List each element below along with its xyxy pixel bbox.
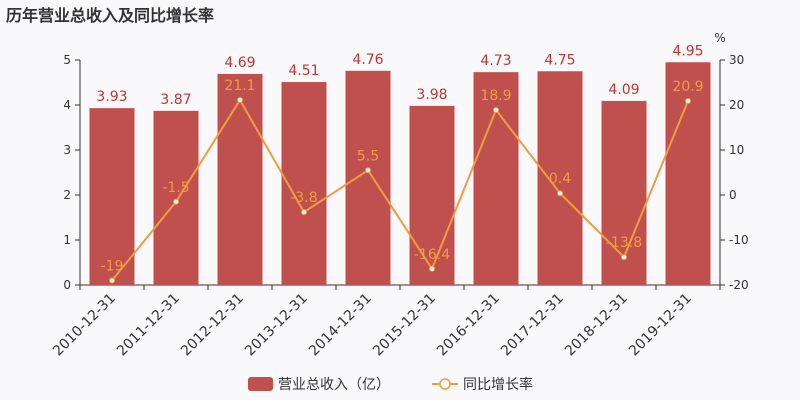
growth-point bbox=[685, 97, 691, 104]
legend-growth-label: 同比增长率 bbox=[463, 376, 533, 393]
growth-point bbox=[173, 198, 179, 205]
y-left-tick-label: 3 bbox=[63, 143, 71, 157]
x-tick-label: 2013-12-31 bbox=[242, 291, 311, 360]
legend-revenue-swatch[interactable] bbox=[248, 377, 273, 391]
growth-line-path bbox=[111, 98, 689, 282]
revenue-bar bbox=[537, 71, 583, 285]
growth-point-label: -1.5 bbox=[162, 180, 189, 196]
legend-revenue-label: 营业总收入（亿） bbox=[278, 377, 390, 393]
revenue-bar-label: 4.51 bbox=[288, 63, 319, 79]
growth-point bbox=[365, 167, 371, 174]
revenue-bar bbox=[89, 108, 135, 286]
growth-point-label: -16.4 bbox=[414, 247, 450, 263]
revenue-bar bbox=[665, 62, 711, 285]
revenue-bar-label: 4.73 bbox=[480, 53, 511, 69]
x-tick-label: 2014-12-31 bbox=[306, 291, 375, 360]
y-left-tick-label: 4 bbox=[63, 98, 71, 112]
y-left-tick-label: 1 bbox=[63, 233, 71, 247]
x-tick-label: 2019-12-31 bbox=[626, 291, 695, 360]
growth-point-label: -19 bbox=[101, 259, 124, 275]
bars bbox=[89, 62, 711, 286]
growth-point bbox=[301, 209, 307, 216]
growth-point bbox=[621, 254, 627, 261]
revenue-bar bbox=[345, 70, 391, 285]
y-right-tick-label: -20 bbox=[729, 278, 749, 292]
growth-point bbox=[237, 97, 243, 104]
revenue-bar-label: 3.87 bbox=[160, 92, 191, 108]
revenue-bar-label: 4.95 bbox=[672, 43, 703, 59]
y-right-tick-label: 20 bbox=[729, 98, 744, 112]
x-tick-label: 2017-12-31 bbox=[498, 291, 567, 360]
chart-title: 历年营业总收入及同比增长率 bbox=[6, 6, 214, 25]
growth-point-label: 21.1 bbox=[224, 78, 255, 94]
revenue-bar bbox=[281, 82, 327, 285]
revenue-bar bbox=[153, 110, 199, 285]
revenue-bar-label: 4.75 bbox=[544, 52, 575, 68]
growth-point-label: 0.4 bbox=[549, 171, 571, 187]
x-tick-label: 2011-12-31 bbox=[114, 291, 183, 360]
data-labels: 3.93 3.87 4.69 4.51 4.76 3.98 4.73 4.75 4.09 4.95… bbox=[96, 43, 703, 274]
revenue-bar-label: 4.69 bbox=[224, 55, 255, 71]
y-left-tick-label: 5 bbox=[63, 53, 71, 67]
revenue-bar-label: 4.76 bbox=[352, 52, 383, 68]
growth-point bbox=[493, 106, 499, 113]
x-tick-label: 2018-12-31 bbox=[562, 291, 631, 360]
y-right-tick-label: 30 bbox=[729, 53, 744, 67]
y-right-tick-label: 10 bbox=[729, 143, 744, 157]
x-tick-label: 2016-12-31 bbox=[434, 291, 503, 360]
growth-line bbox=[109, 97, 691, 284]
y-right-unit: % bbox=[714, 31, 725, 45]
growth-point bbox=[557, 190, 563, 197]
y-right-tick-label: -10 bbox=[729, 233, 749, 247]
y-right-tick-label: 0 bbox=[729, 188, 737, 202]
revenue-bar bbox=[409, 105, 455, 286]
growth-point-label: -3.8 bbox=[290, 190, 317, 206]
growth-point-label: 18.9 bbox=[480, 88, 511, 104]
growth-point bbox=[109, 277, 115, 284]
x-tick-label: 2010-12-31 bbox=[50, 291, 119, 360]
growth-point-label: -13.8 bbox=[606, 235, 642, 251]
x-tick-label: 2012-12-31 bbox=[178, 291, 247, 360]
revenue-bar bbox=[217, 73, 263, 285]
growth-point bbox=[429, 265, 435, 272]
x-tick-label: 2015-12-31 bbox=[370, 291, 439, 360]
revenue-bar-label: 3.93 bbox=[96, 89, 127, 105]
legend[interactable]: 营业总收入（亿） 同比增长率 bbox=[248, 376, 533, 393]
growth-point-label: 20.9 bbox=[672, 79, 703, 95]
revenue-bar bbox=[473, 72, 519, 286]
y-left-tick-label: 0 bbox=[63, 278, 71, 292]
growth-point-label: 5.5 bbox=[357, 148, 379, 164]
y-left-tick-label: 2 bbox=[63, 188, 71, 202]
legend-growth-marker[interactable] bbox=[439, 378, 451, 390]
revenue-bar-label: 3.98 bbox=[416, 87, 447, 103]
revenue-bar-label: 4.09 bbox=[608, 82, 639, 98]
